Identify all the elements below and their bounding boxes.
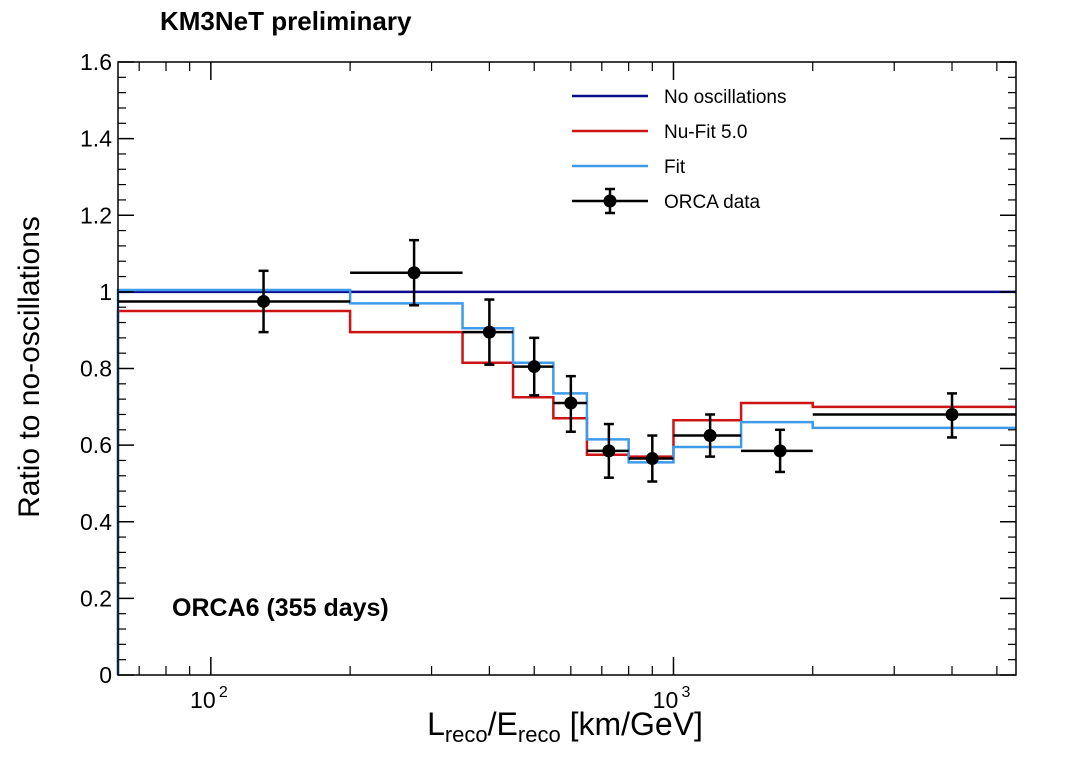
y-tick-label: 0.8	[80, 356, 112, 382]
data-marker	[482, 325, 496, 339]
data-point-7	[628, 434, 674, 483]
data-marker	[407, 266, 421, 280]
data-point-4	[513, 336, 554, 397]
legend-entry-1: No oscillations	[572, 87, 787, 108]
legend-swatch-marker	[603, 194, 617, 208]
x-label-l: L	[427, 706, 445, 742]
ticks-layer: 00.20.40.60.811.21.41.610 2 10 3	[80, 49, 1016, 713]
y-tick-label: 0.4	[80, 509, 112, 535]
data-point-3	[462, 298, 514, 366]
x-label-l-sub: reco	[444, 722, 488, 747]
x-label-sep: /E	[487, 706, 518, 742]
data-marker	[257, 294, 271, 308]
legend: No oscillations Nu-Fit 5.0 Fit ORCA data	[572, 87, 787, 215]
y-axis-label: Ratio to no-oscillations	[13, 216, 46, 518]
y-tick-label: 1.4	[80, 126, 112, 152]
chart-title: KM3NeT preliminary	[160, 6, 412, 36]
data-point-5	[553, 374, 587, 433]
data-point-2	[350, 238, 463, 307]
legend-entry-3: Fit	[572, 157, 686, 178]
legend-label: No oscillations	[664, 87, 787, 108]
data-point-10	[812, 392, 1016, 439]
data-point-9	[741, 428, 813, 474]
y-tick-label: 1	[99, 279, 112, 305]
y-tick-label: 0.6	[80, 432, 112, 458]
data-marker	[602, 444, 616, 458]
legend-entry-4: ORCA data	[572, 187, 761, 215]
data-marker	[527, 360, 541, 374]
plot-frame	[117, 61, 1017, 676]
legend-label: Nu-Fit 5.0	[664, 122, 747, 143]
data-marker	[773, 444, 787, 458]
y-tick-label: 0	[99, 662, 112, 688]
data-marker	[645, 452, 659, 466]
data-marker	[945, 407, 959, 421]
y-tick-label: 1.6	[80, 49, 112, 75]
x-tick-label-exponent: 2	[219, 684, 228, 701]
x-axis-label: Lreco/Ereco [km/GeV]	[427, 706, 703, 748]
dataset-annotation: ORCA6 (355 days)	[172, 594, 389, 622]
x-label-unit: [km/GeV]	[560, 706, 703, 742]
x-tick-label: 10	[190, 687, 216, 713]
series-layer	[116, 238, 1016, 675]
x-tick-label-exponent: 3	[681, 684, 690, 701]
data-marker	[703, 429, 717, 443]
data-point-6	[586, 422, 629, 479]
data-point-8	[673, 413, 742, 458]
data-marker	[564, 396, 578, 410]
legend-entry-2: Nu-Fit 5.0	[572, 122, 747, 143]
y-tick-label: 1.2	[80, 202, 112, 228]
x-tick-label: 10	[653, 687, 679, 713]
series-fit-histogram	[116, 288, 1016, 675]
legend-label: ORCA data	[664, 192, 761, 213]
data-point-1	[118, 269, 351, 334]
x-label-e-sub: reco	[517, 722, 561, 747]
legend-label: Fit	[664, 157, 686, 178]
y-tick-label: 0.2	[80, 585, 112, 611]
